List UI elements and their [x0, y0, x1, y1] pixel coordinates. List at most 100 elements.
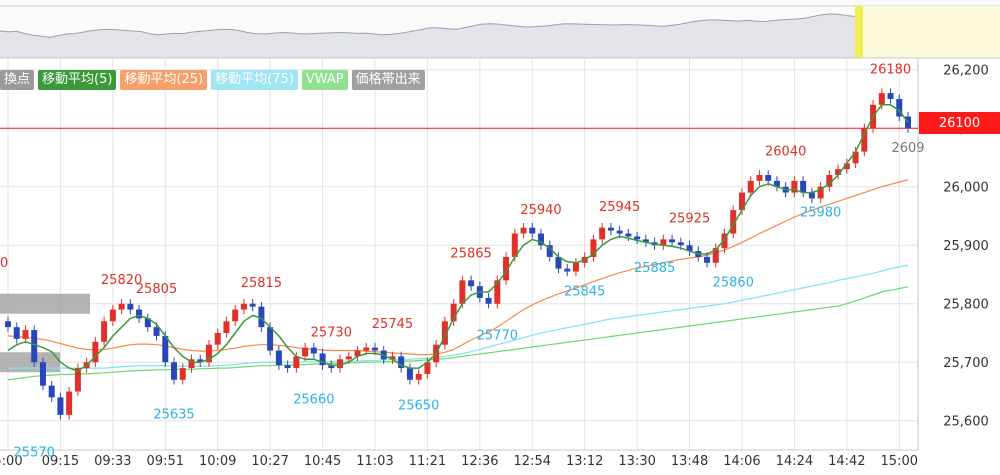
candle-body: [240, 303, 247, 310]
high-price-label: 25925: [669, 212, 710, 227]
candle-body: [371, 347, 378, 351]
high-price-label: 25865: [450, 247, 491, 262]
candle-body: [773, 180, 780, 187]
candle-body: [511, 233, 518, 257]
candle-body: [494, 280, 501, 304]
y-tick-label: 26,200: [943, 64, 989, 79]
high-price-label: 26180: [870, 62, 911, 77]
low-price-label: 25860: [713, 276, 754, 291]
candle-body: [791, 180, 798, 193]
candle-body: [721, 233, 728, 249]
candle-body: [92, 341, 99, 363]
low-price-label: 25570: [14, 445, 55, 460]
candle-body: [144, 318, 151, 328]
candle-body: [354, 350, 361, 357]
candle-body: [887, 93, 894, 99]
candle-body: [101, 321, 108, 342]
candle-body: [808, 192, 815, 199]
legend-item-vwap[interactable]: VWAP: [301, 70, 348, 90]
y-tick-label: 25,800: [943, 298, 989, 313]
navigator-handle: [855, 6, 863, 58]
y-tick-label: 25,900: [943, 239, 989, 254]
candle-body: [179, 368, 186, 380]
candle-body: [424, 362, 431, 374]
candle-body: [450, 303, 457, 322]
indicator-legend: 換点 移動平均(5) 移動平均(25) 移動平均(75) VWAP 価格帯出来: [0, 69, 425, 91]
x-tick-label: 09:15: [42, 454, 79, 469]
ma75-line: [8, 264, 909, 369]
volume-profile-bar: [0, 293, 90, 314]
candle-body: [634, 236, 641, 240]
low-price-label: 25845: [564, 284, 605, 299]
x-tick-label: 10:45: [304, 454, 341, 469]
high-price-label: 25945: [599, 200, 640, 215]
x-tick-label: 11:03: [356, 454, 393, 469]
candle-body: [328, 365, 335, 369]
y-tick-label: 25,700: [943, 356, 989, 371]
candle-body: [572, 262, 579, 272]
high-price-label: 26040: [765, 144, 806, 159]
candle-body: [459, 280, 466, 304]
candle-body: [503, 256, 510, 281]
candle-body: [843, 163, 850, 170]
x-tick-label: 14:24: [776, 454, 813, 469]
candle-body: [389, 356, 396, 360]
high-price-label: 25940: [520, 203, 561, 218]
legend-item-volume-profile[interactable]: 価格帯出来: [351, 70, 425, 90]
candle-body: [835, 169, 842, 176]
candle-body: [485, 297, 492, 304]
x-tick-label: 13:30: [618, 454, 655, 469]
high-price-label: 25730: [311, 326, 352, 341]
candle-body: [118, 303, 125, 310]
candle-body: [896, 98, 903, 117]
candle-body: [319, 353, 326, 366]
legend-item-ma25[interactable]: 移動平均(25): [120, 70, 208, 90]
low-price-label: 25650: [398, 398, 439, 413]
candle-body: [293, 356, 300, 369]
x-tick-label: 12:54: [514, 454, 551, 469]
candle-body: [284, 365, 291, 369]
candle-body: [712, 248, 719, 263]
candle-body: [337, 359, 344, 369]
candle-body: [669, 239, 676, 243]
x-tick-label: 14:42: [828, 454, 865, 469]
candle-body: [398, 356, 405, 369]
x-tick-label: 13:48: [671, 454, 708, 469]
candle-body: [127, 303, 134, 310]
x-tick-label: 13:12: [566, 454, 603, 469]
candle-body: [730, 210, 737, 234]
candle-body: [223, 321, 230, 333]
candle-body: [171, 362, 178, 380]
x-tick-label: 10:27: [251, 454, 288, 469]
candle-body: [249, 303, 256, 307]
candle-body: [205, 344, 212, 363]
candle-body: [66, 391, 73, 415]
candle-body: [415, 373, 422, 380]
high-price-label: 25820: [101, 273, 142, 288]
low-price-label: 25660: [293, 393, 334, 408]
legend-item-0[interactable]: 換点: [0, 70, 35, 90]
legend-item-ma75[interactable]: 移動平均(75): [211, 70, 298, 90]
candle-body: [861, 128, 868, 152]
candle-body: [48, 385, 55, 398]
candle-body: [878, 93, 885, 105]
navigator-window: [858, 6, 1000, 58]
candle-body: [468, 280, 475, 287]
candle-body: [57, 397, 64, 415]
candle-body: [232, 309, 239, 322]
candle-body: [660, 239, 667, 246]
x-tick-label: 10:09: [199, 454, 236, 469]
candle-body: [590, 239, 597, 257]
partial-price-label: 0: [0, 256, 8, 271]
candle-body: [599, 227, 606, 240]
candle-body: [677, 242, 684, 246]
y-tick-label: 25,600: [943, 415, 989, 430]
high-price-label: 25745: [372, 317, 413, 332]
candle-body: [214, 332, 221, 345]
candle-body: [747, 180, 754, 193]
legend-item-ma5[interactable]: 移動平均(5): [38, 70, 117, 90]
candle-body: [267, 327, 274, 351]
candle-body: [625, 233, 632, 237]
candle-body: [5, 321, 11, 328]
